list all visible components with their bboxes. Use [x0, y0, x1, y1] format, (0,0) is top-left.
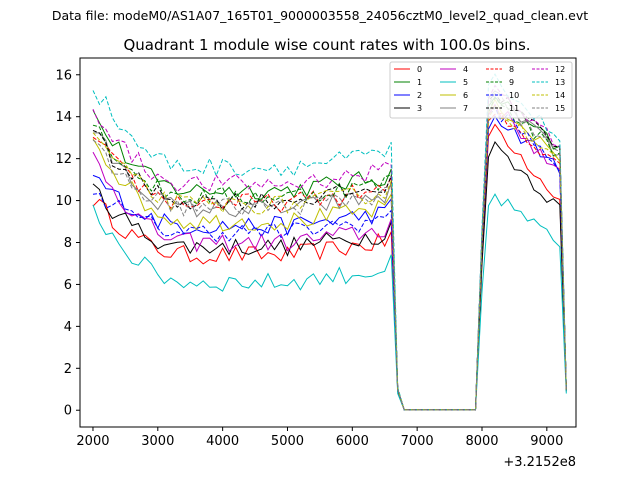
x-tick-label: 6000 — [336, 434, 369, 449]
legend-label-15: 15 — [555, 104, 565, 113]
x-tick-label: 9000 — [530, 434, 563, 449]
series-line-12 — [92, 84, 567, 411]
x-tick-label: 5000 — [271, 434, 304, 449]
y-tick-label: 6 — [64, 278, 72, 293]
data-file-label: Data file: modeM0/AS1A07_165T01_90000035… — [52, 8, 588, 23]
x-offset-label: +3.2152e8 — [503, 455, 576, 470]
series-line-5 — [92, 193, 567, 411]
legend-label-12: 12 — [555, 65, 565, 74]
x-tick-label: 4000 — [206, 434, 239, 449]
legend-label-0: 0 — [417, 65, 422, 74]
legend-label-13: 13 — [555, 78, 565, 87]
legend-label-8: 8 — [509, 65, 514, 74]
y-tick-label: 4 — [64, 320, 72, 335]
legend-label-4: 4 — [463, 65, 468, 74]
y-tick-label: 8 — [64, 236, 72, 251]
series-line-14 — [92, 103, 567, 411]
legend-label-3: 3 — [417, 104, 422, 113]
legend-label-9: 9 — [509, 78, 514, 87]
y-tick-label: 0 — [64, 404, 72, 419]
y-tick-label: 2 — [64, 362, 72, 377]
x-tick-label: 2000 — [76, 434, 109, 449]
series-line-11 — [92, 93, 567, 411]
legend-label-5: 5 — [463, 78, 468, 87]
legend-label-11: 11 — [509, 104, 519, 113]
legend-label-10: 10 — [509, 91, 519, 100]
legend-box — [389, 61, 573, 119]
legend-label-14: 14 — [555, 91, 565, 100]
legend-label-1: 1 — [417, 78, 422, 87]
series-line-15 — [92, 93, 567, 411]
y-tick-label: 12 — [55, 152, 72, 167]
x-tick-label: 8000 — [465, 434, 498, 449]
series-line-3 — [92, 141, 567, 411]
series-line-10 — [92, 106, 567, 411]
chart-title: Quadrant 1 module wise count rates with … — [123, 36, 530, 54]
y-tick-label: 10 — [55, 194, 72, 209]
x-tick-label: 7000 — [401, 434, 434, 449]
y-tick-label: 16 — [55, 68, 72, 83]
legend-label-2: 2 — [417, 91, 422, 100]
legend-label-7: 7 — [463, 104, 468, 113]
x-tick-label: 3000 — [141, 434, 174, 449]
y-tick-label: 14 — [55, 110, 72, 125]
legend-label-6: 6 — [463, 91, 468, 100]
